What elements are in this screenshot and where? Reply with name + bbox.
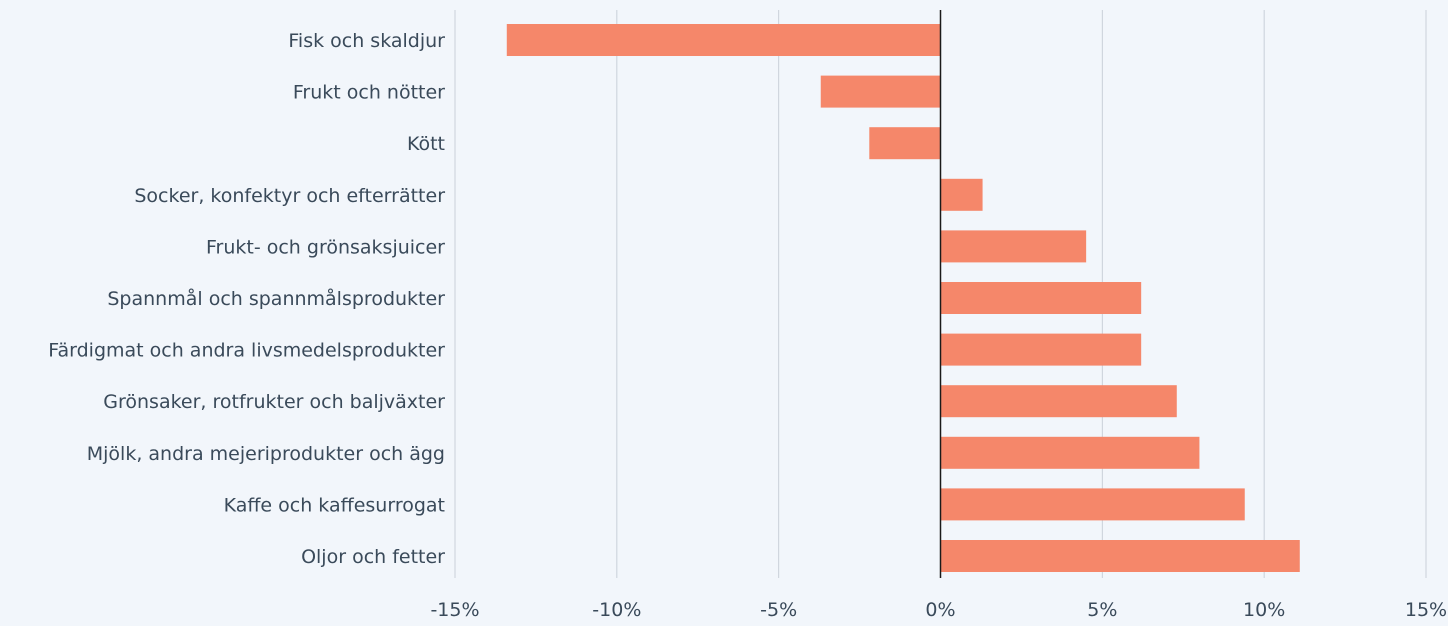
tick-label: 5% bbox=[1087, 599, 1117, 621]
category-label: Grönsaker, rotfrukter och baljväxter bbox=[103, 391, 445, 413]
tick-label: 0% bbox=[925, 599, 955, 621]
category-label: Kött bbox=[407, 133, 445, 155]
bar bbox=[940, 385, 1177, 418]
category-label: Socker, konfektyr och efterrätter bbox=[134, 185, 445, 207]
tick-label: 10% bbox=[1243, 599, 1285, 621]
gridlines bbox=[454, 10, 1427, 578]
bar bbox=[506, 24, 941, 56]
bar bbox=[940, 230, 1087, 263]
category-label: Färdigmat och andra livsmedelsprodukter bbox=[48, 340, 445, 362]
tick-label: 15% bbox=[1405, 599, 1447, 621]
category-label: Fisk och skaldjur bbox=[288, 30, 445, 52]
category-label: Kaffe och kaffesurrogat bbox=[224, 494, 445, 516]
bar bbox=[940, 282, 1142, 314]
bar bbox=[940, 178, 983, 211]
tick-label: -10% bbox=[592, 599, 641, 621]
bar bbox=[820, 75, 941, 108]
category-labels: Fisk och skaldjur Frukt och nötter Kött Soc… bbox=[48, 30, 445, 568]
bar bbox=[940, 333, 1142, 366]
bar bbox=[869, 127, 941, 160]
tick-label: -15% bbox=[430, 599, 479, 621]
category-label: Spannmål och spannmålsprodukter bbox=[107, 287, 445, 310]
tick-label: -5% bbox=[760, 599, 797, 621]
category-label: Oljor och fetter bbox=[301, 546, 445, 568]
bar bbox=[940, 488, 1245, 521]
category-label: Frukt- och grönsaksjuicer bbox=[206, 236, 445, 258]
bar bbox=[940, 436, 1200, 469]
category-label: Mjölk, andra mejeriprodukter och ägg bbox=[87, 443, 445, 465]
bars bbox=[506, 24, 1300, 572]
tick-labels: -15% -10% -5% 0% 5% 10% 15% bbox=[430, 599, 1447, 621]
category-label: Frukt och nötter bbox=[293, 82, 445, 104]
bar bbox=[940, 540, 1300, 572]
